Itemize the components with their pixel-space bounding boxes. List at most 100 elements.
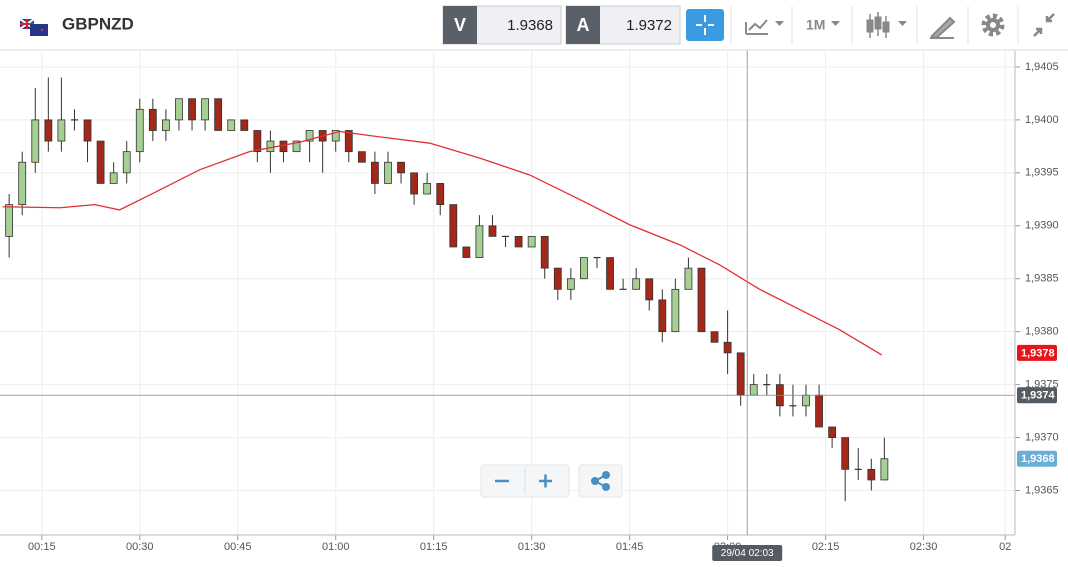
x-tick-label: 01:15 (420, 541, 448, 553)
x-tick-label: 01:30 (518, 541, 546, 553)
ask-tag-box (566, 6, 600, 44)
candle-body (553, 267, 562, 290)
candle-body (188, 98, 196, 121)
candle-body (253, 130, 262, 153)
candle-body (279, 140, 288, 153)
settings-button[interactable] (981, 13, 1005, 37)
crosshair-y-label: 1,9374 (1021, 390, 1056, 402)
candle-body (723, 341, 732, 354)
dropdown (831, 21, 840, 26)
candle-body (410, 172, 418, 195)
timeframe-button[interactable]: 1M (806, 17, 825, 33)
candle-body (357, 151, 366, 163)
crosshair-y-tag (1017, 387, 1057, 404)
crosshair-icon (696, 15, 714, 35)
candle-body (266, 140, 275, 153)
price-tag (1017, 344, 1057, 361)
crosshair-x-tag (712, 545, 783, 561)
x-tick-label: 00:30 (126, 541, 154, 553)
share-group (578, 464, 623, 498)
candle-body (122, 151, 131, 174)
candle-body (305, 130, 314, 142)
crosshair-x-label: 29/04 02:03 (721, 548, 774, 559)
price-tag-label: 1,9378 (1021, 347, 1055, 359)
candle-body (227, 119, 236, 131)
dropdown (898, 21, 907, 26)
chart-type-button[interactable] (866, 12, 890, 38)
candle-body (710, 331, 719, 343)
candle-body (606, 257, 614, 290)
bid-tag: V (454, 15, 466, 35)
candle-body (527, 235, 536, 248)
y-tick-label: 1,9365 (1025, 484, 1059, 496)
candle-body (18, 161, 27, 206)
candle-body (384, 161, 392, 184)
bid-price: 1.9368 (507, 17, 553, 34)
candle-body (109, 172, 118, 184)
candle-body (5, 204, 14, 237)
candle-body (449, 204, 458, 248)
share-button[interactable] (591, 471, 610, 491)
x-tick-label: 01:45 (616, 541, 644, 553)
candle-body (684, 267, 693, 290)
candle-body (697, 267, 706, 333)
candle-body (31, 119, 40, 163)
candle-body (580, 257, 588, 280)
candle-body (867, 468, 876, 481)
candle-body (802, 394, 810, 407)
x-tick-label: 02 (999, 541, 1011, 553)
crosshair-button[interactable] (686, 9, 724, 41)
candle-body (828, 426, 837, 438)
candle-body (645, 278, 654, 301)
bid-tag-box (443, 6, 477, 44)
x-tick-label: 00:45 (224, 541, 252, 553)
candle-body (462, 246, 471, 258)
y-tick-label: 1,9400 (1025, 114, 1059, 126)
candle-body (514, 235, 523, 248)
candle-body (397, 161, 405, 174)
candle-body (880, 458, 889, 481)
indicator-button[interactable] (745, 19, 768, 35)
candle-body (423, 183, 432, 195)
candle-body (475, 225, 484, 258)
plot-area: 1,93651,93701,93751,93801,93851,93901,93… (0, 50, 1059, 561)
symbol: GBPNZD (62, 14, 134, 33)
y-tick-label: 1,9405 (1025, 61, 1059, 73)
candle-body (148, 108, 157, 131)
candle-body (436, 183, 445, 206)
zoom-in-button[interactable] (539, 474, 552, 488)
y-tick-label: 1,9395 (1025, 167, 1059, 179)
candle-body (815, 394, 823, 428)
y-tick-label: 1,9370 (1025, 431, 1059, 443)
x-tick-label: 02:30 (910, 541, 938, 553)
candle-body (83, 119, 92, 142)
candle-body (292, 140, 301, 153)
y-tick-label: 1,9380 (1025, 326, 1059, 338)
ask-price: 1.9372 (626, 17, 672, 34)
candle-body (240, 119, 249, 131)
price-tag-label: 1,9368 (1021, 453, 1055, 465)
dropdown (775, 21, 784, 26)
candle-body (214, 98, 223, 131)
candle-body (749, 384, 758, 396)
candle-body (57, 119, 66, 142)
candle-body (566, 278, 575, 290)
collapse-button[interactable] (1033, 13, 1055, 37)
x-tick-label: 01:00 (322, 541, 350, 553)
y-tick-label: 1,9390 (1025, 220, 1059, 232)
moving-average-line (2, 130, 883, 356)
candle-body (632, 278, 641, 290)
candle-body (135, 108, 144, 153)
candle-body (44, 119, 53, 142)
x-tick-label: 02:15 (812, 541, 840, 553)
candle-body (841, 437, 850, 470)
draw-button[interactable] (930, 16, 956, 40)
candle-body (671, 288, 680, 333)
y-tick-label: 1,9385 (1025, 273, 1059, 285)
candle-body (488, 225, 497, 237)
zoom-controls (480, 464, 623, 498)
candle-body (540, 235, 549, 269)
candle-body (344, 130, 353, 153)
candle-body (331, 130, 340, 142)
